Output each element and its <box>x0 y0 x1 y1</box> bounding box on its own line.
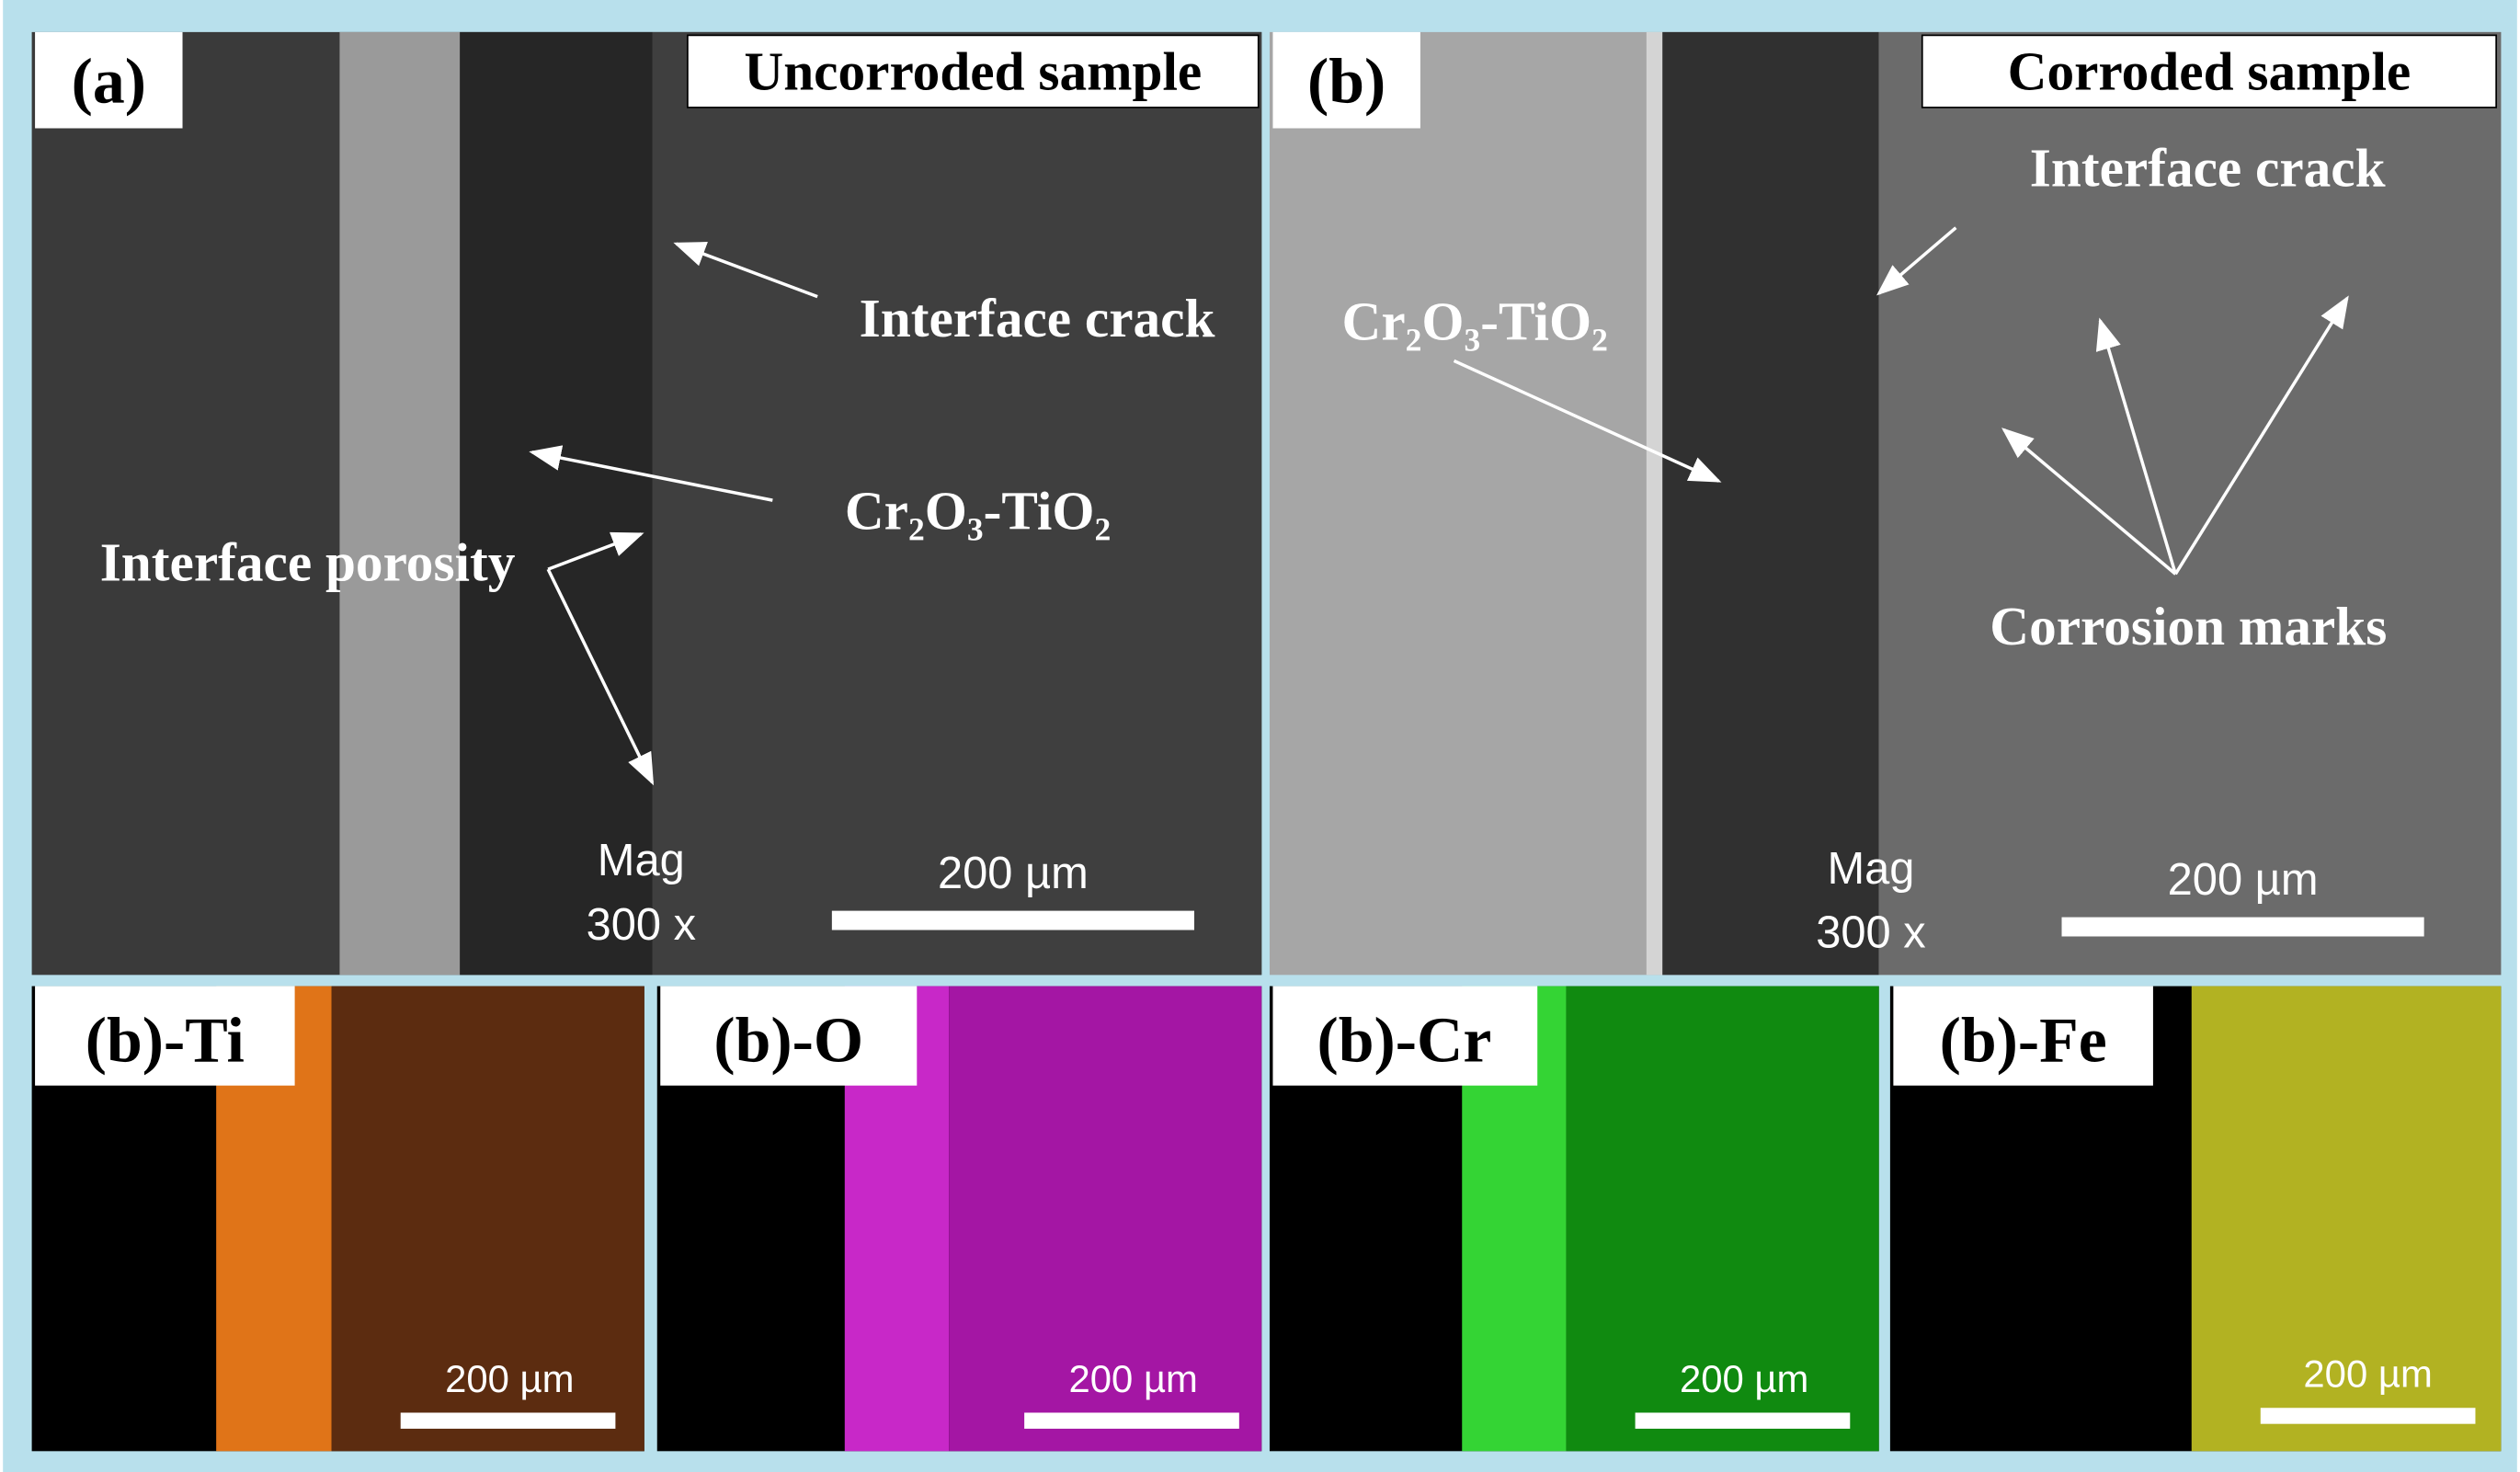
annotation: Interface crack <box>2030 137 2386 198</box>
arrow <box>547 531 644 571</box>
scale-bar <box>2061 917 2424 937</box>
substrate <box>652 31 1262 976</box>
substrate-map <box>1566 986 1879 1452</box>
map-label: (b)-Fe <box>1940 1006 2107 1077</box>
scale-bar <box>1024 1412 1239 1429</box>
label-box <box>35 31 183 129</box>
scale-label: 200 µm <box>1069 1357 1198 1400</box>
arrow <box>2173 295 2349 576</box>
label-box <box>35 986 295 1086</box>
mag-value: 300 x <box>587 900 696 950</box>
band <box>339 31 461 976</box>
substrate-map <box>949 986 1262 1452</box>
map-o: (b)-O 200 µm <box>656 986 1262 1452</box>
arrow <box>1453 359 1722 483</box>
title-box <box>1921 34 2498 108</box>
arrow <box>673 242 818 299</box>
scale-bar <box>2260 1408 2476 1424</box>
annotation: Corrosion marks <box>1990 596 2387 656</box>
map-ti: (b)-Ti 200 µm <box>31 986 644 1452</box>
map-label: (b)-Cr <box>1317 1006 1492 1077</box>
panel-label: (b) <box>1307 47 1385 118</box>
mag-value: 300 x <box>1816 908 1925 958</box>
panel-label: (a) <box>72 47 146 118</box>
arrow <box>1876 226 1957 296</box>
coating <box>1662 31 1879 976</box>
label-box <box>1272 31 1420 129</box>
substrate-map <box>331 986 644 1452</box>
title-box <box>687 34 1260 108</box>
scale-label: 200 µm <box>2168 855 2319 905</box>
scale-label: 200 µm <box>2303 1352 2432 1396</box>
scale-label: 200 µm <box>938 849 1089 898</box>
scale-label: 200 µm <box>1680 1357 1808 1400</box>
map-label: (b)-O <box>713 1006 863 1077</box>
map-cr: (b)-Cr 200 µm <box>1269 986 1879 1452</box>
coating <box>460 31 653 976</box>
substrate <box>1878 31 2502 976</box>
substrate-map <box>2191 986 2502 1452</box>
scale-bar <box>1635 1412 1851 1429</box>
arrow <box>529 445 773 502</box>
annotation: Cr₂O₃-TiO₂ <box>845 481 1111 542</box>
scale-bar <box>831 910 1194 930</box>
arrow <box>546 568 655 786</box>
label-box <box>1893 986 2153 1086</box>
panel-a: (a) Uncorroded sample Interface crack Cr… <box>31 31 1262 976</box>
mag-label: Mag <box>598 836 685 885</box>
annotation: Interface porosity <box>100 531 516 592</box>
panel-title: Corroded sample <box>2008 41 2412 102</box>
annotation: Cr₂O₃-TiO₂ <box>1342 291 1608 352</box>
panel-title: Uncorroded sample <box>744 41 1202 102</box>
mag-label: Mag <box>1827 844 1914 894</box>
panel-b: (b) Corroded sample Interface crack Cr₂O… <box>1269 31 2502 976</box>
scale-bar <box>400 1412 616 1429</box>
map-fe: (b)-Fe 200 µm <box>1889 986 2502 1452</box>
scale-label: 200 µm <box>445 1357 574 1400</box>
arrow <box>2001 428 2177 576</box>
band <box>1646 31 1663 976</box>
annotation: Interface crack <box>860 288 1215 348</box>
label-box <box>1272 986 1538 1086</box>
label-box <box>660 986 918 1086</box>
map-label: (b)-Ti <box>86 1006 245 1077</box>
arrow <box>2095 317 2178 575</box>
